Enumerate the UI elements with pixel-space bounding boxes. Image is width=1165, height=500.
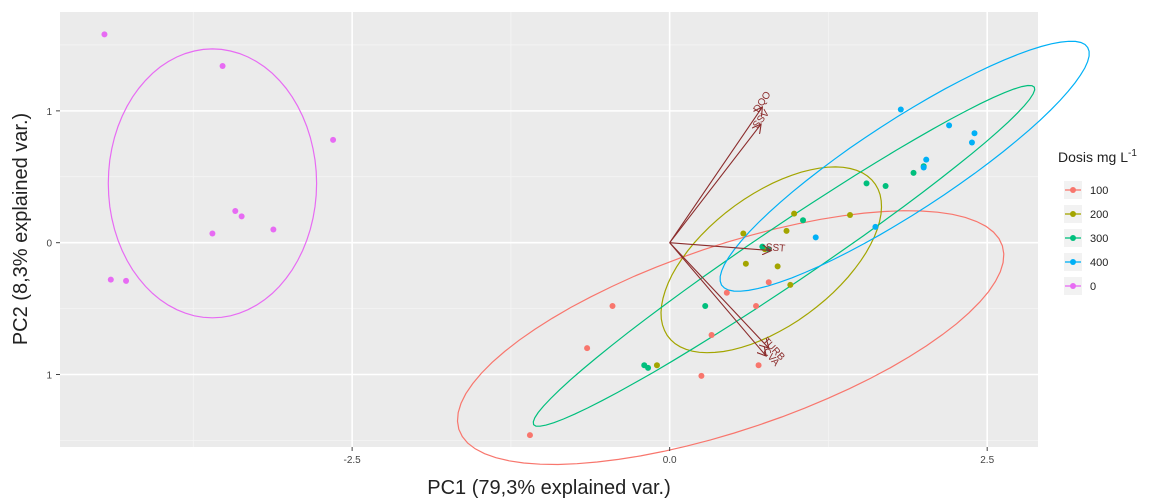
point-dose-0: [101, 31, 108, 38]
point-dose-100: [755, 362, 762, 369]
vector-dqo: [669, 107, 763, 243]
vector-turb: [669, 242, 769, 348]
point-dose-0: [238, 213, 245, 220]
ellipse-dose-200: [660, 166, 883, 354]
point-dose-400: [971, 130, 978, 137]
x-tick-label: -2.5: [344, 455, 362, 466]
legend-label-400: 400: [1090, 257, 1108, 269]
point-dose-200: [653, 362, 660, 369]
legend-key-point: [1070, 283, 1076, 289]
ellipse-dose-100: [456, 210, 1005, 466]
point-dose-200: [783, 227, 790, 234]
legend-key-point: [1070, 187, 1076, 193]
ellipse-dose-400: [719, 40, 1090, 292]
point-dose-100: [698, 372, 705, 379]
legend: Dosis mg L-1 100 200 300 400 0: [1058, 148, 1137, 295]
point-dose-0: [209, 230, 216, 237]
point-dose-200: [740, 230, 747, 237]
point-dose-100: [584, 345, 591, 352]
point-dose-400: [897, 106, 904, 113]
point-dose-300: [910, 169, 917, 176]
point-dose-100: [723, 289, 730, 296]
confidence-ellipses: [107, 40, 1090, 466]
vector-sst: [669, 242, 772, 251]
point-dose-300: [759, 243, 766, 250]
point-dose-400: [872, 223, 879, 230]
ellipse-dose-300: [532, 84, 1036, 427]
point-dose-400: [968, 139, 975, 146]
vector-ssv: [669, 124, 761, 244]
point-dose-100: [753, 302, 760, 309]
legend-label-300: 300: [1090, 233, 1108, 245]
axis-ticks: -2.5 0.0 2.5 1 0 1: [46, 107, 994, 466]
point-dose-0: [123, 277, 130, 284]
legend-key-point: [1070, 211, 1076, 217]
legend-label-0: 0: [1090, 281, 1096, 293]
point-dose-100: [765, 279, 772, 286]
point-dose-400: [946, 122, 953, 129]
point-dose-100: [708, 331, 715, 338]
minor-grid: [60, 12, 1038, 447]
point-dose-200: [774, 263, 781, 270]
point-dose-200: [787, 281, 794, 288]
legend-items: 100 200 300 400 0: [1064, 181, 1108, 295]
point-dose-200: [791, 210, 798, 217]
plot-panel: [60, 12, 1038, 447]
legend-key-point: [1070, 235, 1076, 241]
vector-cva: [669, 242, 767, 356]
point-dose-400: [923, 156, 930, 163]
point-dose-400: [812, 234, 819, 241]
legend-title-text: Dosis mg L: [1058, 149, 1128, 165]
legend-key-point: [1070, 259, 1076, 265]
ellipse-dose-0: [107, 48, 318, 319]
x-tick-label: 2.5: [980, 455, 994, 466]
point-dose-400: [920, 164, 927, 171]
major-grid: [60, 12, 1038, 447]
y-tick-label: 1: [46, 371, 52, 382]
point-dose-300: [645, 364, 652, 371]
point-dose-0: [232, 208, 239, 215]
point-dose-300: [882, 183, 889, 189]
point-dose-0: [330, 136, 337, 143]
legend-title: Dosis mg L-1: [1058, 148, 1137, 165]
point-dose-300: [863, 180, 870, 187]
legend-title-superscript: -1: [1128, 148, 1137, 159]
point-dose-100: [609, 302, 616, 309]
point-dose-200: [847, 212, 854, 218]
x-axis-title: PC1 (79,3% explained var.): [427, 477, 670, 499]
point-dose-300: [800, 217, 807, 224]
point-dose-0: [219, 63, 226, 70]
vector-label-sst: SST: [765, 242, 785, 254]
y-tick-label: 0: [46, 239, 52, 250]
point-dose-0: [107, 276, 114, 283]
point-dose-200: [742, 260, 749, 267]
y-tick-label: 1: [46, 107, 52, 118]
point-dose-300: [702, 302, 709, 309]
y-axis-title: PC2 (8,3% explained var.): [10, 113, 32, 345]
x-tick-label: 0.0: [663, 455, 677, 466]
legend-label-200: 200: [1090, 209, 1108, 221]
point-dose-100: [526, 432, 533, 439]
point-dose-0: [270, 226, 277, 233]
legend-label-100: 100: [1090, 185, 1108, 197]
